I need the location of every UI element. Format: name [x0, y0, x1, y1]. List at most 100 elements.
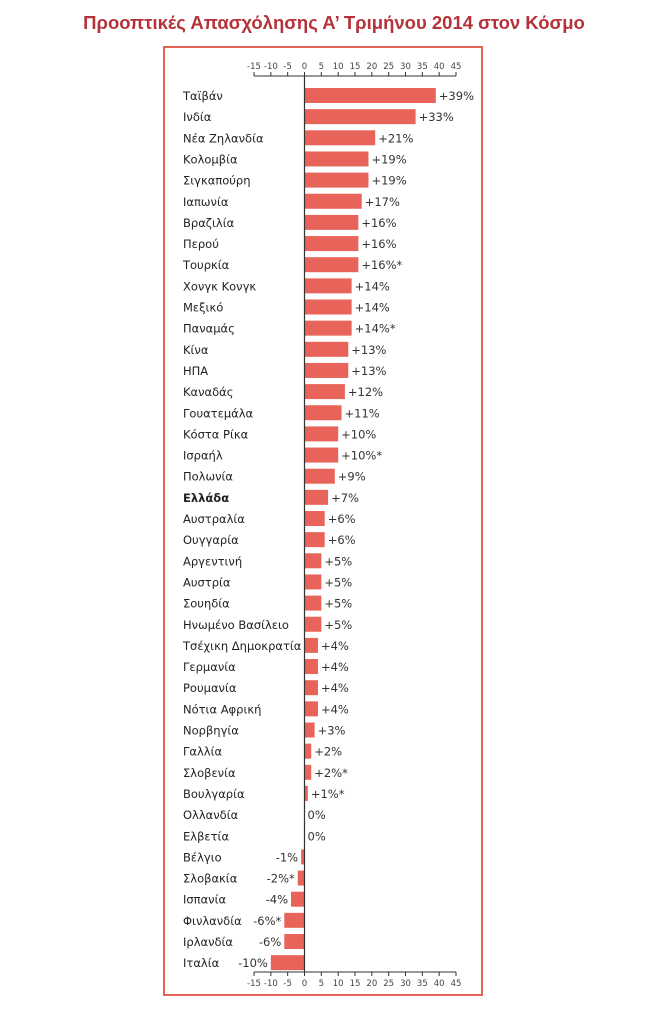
bar: [304, 489, 329, 505]
value-label: +5%: [324, 597, 352, 611]
category-label: Γερμανία: [183, 660, 236, 674]
bar-row: Ιαπωνία +17%: [183, 193, 400, 209]
value-label: +14%*: [355, 322, 396, 336]
category-label: Ινδία: [183, 110, 212, 124]
bar-row: Σλοβενία +2%*: [183, 764, 348, 780]
category-label: Κίνα: [183, 343, 209, 357]
top-tick-label: 35: [417, 62, 428, 72]
value-label: +39%: [439, 89, 474, 103]
value-label: +11%: [345, 406, 380, 420]
category-label: Παναμάς: [183, 322, 235, 336]
bottom-tick-label: 30: [400, 979, 411, 989]
bar: [304, 532, 325, 548]
bar: [304, 426, 339, 442]
category-label: ΗΠΑ: [183, 364, 208, 378]
value-label: +33%: [419, 110, 454, 124]
value-label: +5%: [324, 554, 352, 568]
category-label: Πολωνία: [183, 470, 233, 484]
bar: [297, 870, 305, 886]
bottom-tick-label: -15: [247, 979, 261, 989]
bar-row: Κόστα Ρίκα +10%: [183, 426, 376, 442]
category-label: Βραζιλία: [183, 216, 235, 230]
value-label: +17%: [365, 195, 400, 209]
bar: [304, 680, 318, 696]
bottom-tick-label: 15: [350, 979, 361, 989]
bar: [304, 320, 352, 336]
value-label: +16%*: [361, 258, 402, 272]
bar-row: Νότια Αφρική +4%: [183, 701, 349, 717]
bar: [304, 88, 436, 103]
bar: [304, 701, 318, 717]
top-tick-label: 45: [451, 62, 462, 72]
bottom-tick-label: 20: [366, 979, 377, 989]
category-label: Μεξικό: [183, 301, 223, 315]
bar-row: Πολωνία +9%: [183, 468, 366, 484]
bottom-tick-label: 5: [319, 979, 324, 989]
category-label: Γαλλία: [183, 745, 222, 759]
bar: [304, 511, 325, 526]
value-label: -2%*: [267, 872, 295, 886]
top-tick-label: 15: [350, 62, 361, 72]
category-label: Νέα Ζηλανδία: [183, 131, 264, 145]
chart-frame: -15 -10 -5 0 5 10 15 20 25 30 35 40 45 -15 -10 -5 0 5 10 1…: [163, 46, 483, 996]
bar: [270, 955, 305, 971]
bar: [304, 193, 362, 209]
bar-row: Τσέχικη Δημοκρατία +4%: [182, 637, 349, 653]
bar: [304, 257, 359, 273]
category-label: Περού: [183, 237, 219, 251]
bar-row: Ρουμανία +4%: [183, 680, 349, 696]
bar: [304, 616, 322, 632]
bottom-axis: -15 -10 -5 0 5 10 15 20 25 30 35 40 45: [247, 971, 461, 989]
value-label: -4%: [266, 893, 288, 907]
value-label: +14%: [355, 301, 390, 315]
bar-row: Βουλγαρία +1%*: [183, 785, 345, 801]
value-label: +10%: [341, 427, 376, 441]
value-label: -1%: [276, 850, 298, 864]
bar-row: Σλοβακία -2%*: [183, 870, 305, 886]
bar-row: Ιρλανδία -6%: [183, 934, 305, 949]
bar: [304, 447, 339, 463]
bar: [304, 151, 369, 167]
bar: [304, 553, 322, 569]
bar-row: Περού +16%: [183, 236, 397, 252]
bar: [304, 362, 349, 378]
value-label: +5%: [324, 575, 352, 589]
bottom-tick-label: 35: [417, 979, 428, 989]
bar-row: Βέλγιο -1%: [183, 849, 305, 865]
bar-chart: -15 -10 -5 0 5 10 15 20 25 30 35 40 45 -15 -10 -5 0 5 10 1…: [182, 62, 474, 989]
bar-row: Ελλάδα +7%: [183, 489, 359, 505]
bar-row: Βραζιλία +16%: [183, 214, 397, 230]
bar: [304, 785, 308, 801]
value-label: +13%: [351, 364, 386, 378]
value-label: +19%: [371, 174, 406, 188]
category-label: Ελλάδα: [183, 491, 229, 505]
category-label: Ουγγαρία: [183, 533, 239, 547]
category-label: Ελβετία: [183, 829, 229, 843]
value-label: +4%: [321, 681, 349, 695]
top-tick-label: 5: [319, 62, 324, 72]
category-label: Ταϊβάν: [182, 89, 223, 103]
bar-row: Σιγκαπούρη +19%: [183, 172, 407, 188]
bottom-tick-label: -5: [283, 979, 291, 989]
value-label: +12%: [348, 385, 383, 399]
bottom-tick-label: -10: [264, 979, 278, 989]
bar-row: Ολλανδία 0%: [183, 808, 326, 822]
bar-row: Αργεντινή +5%: [183, 553, 352, 569]
category-label: Αυστραλία: [183, 512, 245, 526]
top-tick-label: -10: [264, 62, 278, 72]
category-label: Ηνωμένο Βασίλειο: [183, 618, 289, 632]
value-label: +2%: [314, 745, 342, 759]
bar: [304, 130, 376, 146]
bar: [284, 934, 305, 949]
value-label: +6%: [328, 533, 356, 547]
category-label: Σλοβακία: [183, 872, 238, 886]
chart-rows: Ταϊβάν +39% Ινδία +33% Νέα Ζηλανδία +21% Κολομ…: [182, 88, 474, 971]
value-label: +7%: [331, 491, 359, 505]
bar: [304, 214, 359, 230]
top-tick-label: 25: [383, 62, 394, 72]
category-label: Γουατεμάλα: [183, 406, 254, 420]
bar: [304, 172, 369, 188]
bar: [304, 468, 335, 484]
bar: [304, 743, 312, 759]
bar-row: Αυστραλία +6%: [183, 511, 356, 526]
